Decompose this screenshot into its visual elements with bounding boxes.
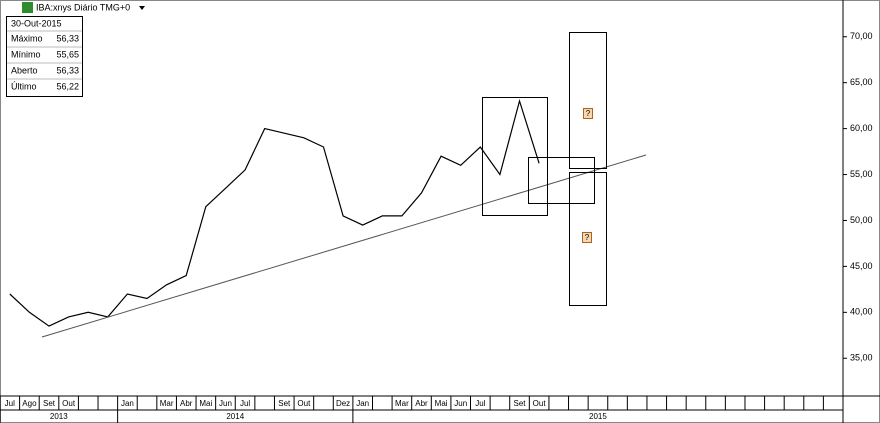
year-label: 2014 — [226, 412, 244, 421]
x-tick-label: Out — [533, 399, 547, 408]
info-label: Máximo — [11, 33, 43, 43]
y-tick-label: 65,00 — [850, 77, 873, 87]
x-tick-label: Jun — [454, 399, 467, 408]
info-value: 56,33 — [56, 65, 79, 75]
plot — [9, 98, 540, 327]
info-value: 56,22 — [56, 81, 79, 91]
x-tick-label: Mai — [199, 399, 212, 408]
header-title[interactable]: IBA:xnys Diário TMG+0 — [36, 2, 130, 12]
box — [482, 97, 548, 216]
info-label: Aberto — [11, 65, 38, 75]
info-label: Último — [11, 81, 37, 91]
y-tick-label: 45,00 — [850, 261, 873, 271]
box — [528, 157, 595, 204]
y-tick-label: 40,00 — [850, 307, 873, 317]
x-tick-label: Set — [43, 399, 56, 408]
x-tick-label: Jun — [219, 399, 232, 408]
info-box — [6, 16, 83, 97]
y-tick-label: 60,00 — [850, 123, 873, 133]
price-line — [9, 98, 540, 327]
x-tick-label: Mai — [435, 399, 448, 408]
info-value: 56,33 — [56, 33, 79, 43]
dropdown-arrow[interactable] — [139, 6, 145, 10]
box — [569, 172, 607, 306]
x-tick-label: Dez — [336, 399, 350, 408]
annotation-mark[interactable]: ? — [586, 109, 591, 118]
y-tick-label: 50,00 — [850, 215, 873, 225]
year-label: 2015 — [589, 412, 607, 421]
x-tick-label: Set — [278, 399, 291, 408]
x-tick-label: Ago — [22, 399, 37, 408]
x-tick-label: Abr — [415, 399, 428, 408]
info-label: Mínimo — [11, 49, 41, 59]
info-value: 55,65 — [56, 49, 79, 59]
year-label: 2013 — [50, 412, 68, 421]
y-tick-label: 35,00 — [850, 353, 873, 363]
x-tick-label: Out — [297, 399, 311, 408]
info-date: 30-Out-2015 — [11, 18, 62, 28]
annotation-mark[interactable]: ? — [585, 233, 590, 242]
box — [569, 32, 607, 169]
annotation-icon[interactable] — [582, 232, 592, 243]
trend-line — [41, 154, 647, 338]
x-tick-label: Jan — [356, 399, 369, 408]
annotation-icon[interactable] — [583, 108, 593, 119]
x-tick-label: Set — [514, 399, 527, 408]
x-tick-label: Jan — [121, 399, 134, 408]
symbol-icon — [22, 2, 33, 13]
info-rows: Máximo 56,33 Mínimo 55,65 Aberto 56,33 Último 5… — [7, 30, 82, 91]
x-tick-label: Jul — [240, 399, 250, 408]
x-tick-label: Abr — [180, 399, 193, 408]
x-tick-label: Mar — [395, 399, 409, 408]
x-tick-label: Jul — [475, 399, 485, 408]
y-tick-label: 55,00 — [850, 169, 873, 179]
x-tick-label: Out — [62, 399, 76, 408]
y-tick-label: 70,00 — [850, 31, 873, 41]
x-tick-label: Jul — [5, 399, 15, 408]
x-tick-label: Mar — [160, 399, 174, 408]
